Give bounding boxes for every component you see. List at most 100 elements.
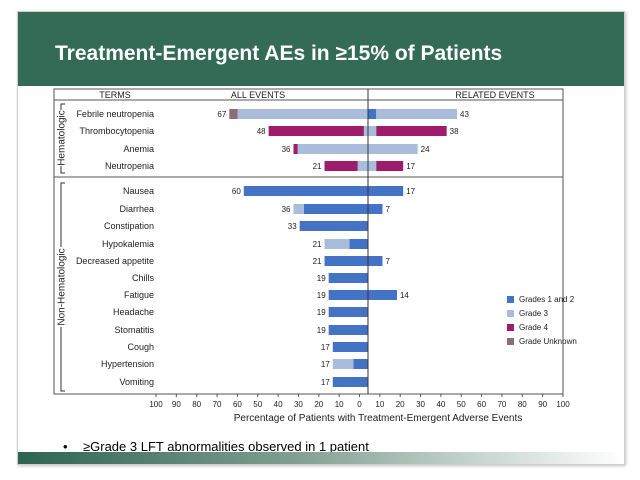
x-tick-label: 70 [213, 400, 222, 409]
bullet-text: ≥Grade 3 LFT abnormalities observed in 1… [83, 439, 369, 454]
bar-related-g3 [368, 161, 377, 171]
term-label: Nausea [123, 186, 154, 196]
bar-all-g3 [324, 239, 350, 249]
term-label: Anemia [123, 144, 154, 154]
value-label-all: 60 [232, 187, 241, 196]
x-tick-label: 30 [294, 400, 303, 409]
x-tick-label: 40 [274, 400, 283, 409]
bar-all-g12 [328, 290, 368, 300]
term-label: Hypertension [101, 359, 154, 369]
bar-all-g4 [293, 144, 298, 154]
term-label: Constipation [104, 221, 154, 231]
bar-related-g4 [376, 161, 404, 171]
x-tick-label: 90 [172, 400, 181, 409]
legend-swatch-g4 [507, 324, 514, 331]
x-axis-label: Percentage of Patients with Treatment-Em… [234, 413, 522, 424]
bar-related-g12 [368, 290, 397, 300]
bar-all-g12 [299, 221, 368, 231]
header-terms: TERMS [99, 90, 131, 100]
x-tick-label: 60 [233, 400, 242, 409]
bullet-dot: • [63, 439, 68, 454]
term-label: Chills [132, 273, 155, 283]
bar-all-g3 [237, 109, 368, 119]
bar-related-g4 [376, 126, 447, 136]
term-label: Stomatitis [114, 325, 154, 335]
bar-all-g3 [293, 204, 304, 214]
header-related-events: RELATED EVENTS [455, 90, 534, 100]
bar-all-g12 [332, 377, 368, 387]
value-label-related: 17 [406, 162, 415, 171]
bar-all-g12 [328, 325, 368, 335]
bar-all-gu [229, 109, 238, 119]
bar-related-g12 [368, 256, 383, 266]
value-label-related: 43 [460, 110, 469, 119]
value-label-all: 19 [317, 291, 326, 300]
x-tick-label: 20 [396, 400, 405, 409]
x-tick-label: 40 [436, 400, 445, 409]
bar-related-g12 [368, 109, 377, 119]
x-tick-label: 30 [416, 400, 425, 409]
bar-all-g3 [297, 144, 368, 154]
value-label-all: 67 [217, 110, 226, 119]
value-label-related: 38 [450, 127, 459, 136]
value-label-all: 19 [317, 308, 326, 317]
bar-all-g12 [328, 273, 368, 283]
legend-label-gu: Grade Unknown [519, 337, 577, 346]
value-label-all: 33 [288, 222, 297, 231]
value-label-all: 21 [313, 162, 322, 171]
group-label-bg [56, 247, 66, 327]
value-label-all: 17 [321, 360, 330, 369]
term-label: Diarrhea [119, 204, 154, 214]
value-label-related: 7 [385, 205, 390, 214]
slide-title: Treatment-Emergent AEs in ≥15% of Patien… [55, 42, 503, 65]
x-tick-label: 50 [253, 400, 262, 409]
group-label: Non-Hematologic [57, 248, 68, 325]
x-tick-label: 80 [192, 400, 201, 409]
bar-related-g3 [376, 109, 458, 119]
bar-all-g12 [303, 204, 368, 214]
value-label-all: 48 [257, 127, 266, 136]
bar-all-g3 [363, 126, 368, 136]
bar-related-g3 [368, 144, 418, 154]
x-tick-label: 90 [538, 400, 547, 409]
term-label: Cough [127, 342, 154, 352]
bottom-gradient-bar [18, 452, 624, 464]
x-tick-label: 0 [357, 400, 362, 409]
value-label-all: 36 [282, 145, 291, 154]
value-label-all: 21 [313, 240, 322, 249]
term-label: Vomiting [119, 377, 154, 387]
x-tick-label: 60 [477, 400, 486, 409]
x-tick-label: 50 [457, 400, 466, 409]
slide: Treatment-Emergent AEs in ≥15% of Patien… [17, 11, 625, 465]
value-label-all: 21 [313, 257, 322, 266]
legend-swatch-g12 [507, 296, 514, 303]
term-label: Decreased appetite [76, 256, 154, 266]
bar-all-g12 [349, 239, 368, 249]
x-tick-label: 10 [335, 400, 344, 409]
value-label-all: 17 [321, 378, 330, 387]
x-tick-label: 10 [375, 400, 384, 409]
bar-related-g12 [368, 204, 383, 214]
value-label-related: 17 [406, 187, 415, 196]
x-tick-label: 80 [518, 400, 527, 409]
value-label-all: 19 [317, 274, 326, 283]
bar-all-g12 [328, 307, 368, 317]
bar-related-g12 [368, 186, 404, 196]
value-label-all: 17 [321, 343, 330, 352]
value-label-related: 7 [385, 257, 390, 266]
butterfly-chart: TERMS ALL EVENTS RELATED EVENTS Hematologic… [53, 88, 577, 424]
x-tick-label: 20 [314, 400, 323, 409]
legend-swatch-g3 [507, 310, 514, 317]
bar-all-g12 [353, 359, 368, 369]
bullet-item: • ≥Grade 3 LFT abnormalities observed in … [63, 439, 369, 454]
legend-label-g4: Grade 4 [519, 323, 548, 332]
term-label: Headache [113, 307, 154, 317]
x-tick-label: 70 [497, 400, 506, 409]
term-label: Fatigue [124, 290, 154, 300]
term-label: Thrombocytopenia [79, 126, 154, 136]
bar-all-g4 [324, 161, 358, 171]
bar-all-g3 [357, 161, 368, 171]
group-label: Hematologic [57, 110, 68, 166]
header-all-events: ALL EVENTS [231, 90, 285, 100]
bar-all-g4 [268, 126, 364, 136]
